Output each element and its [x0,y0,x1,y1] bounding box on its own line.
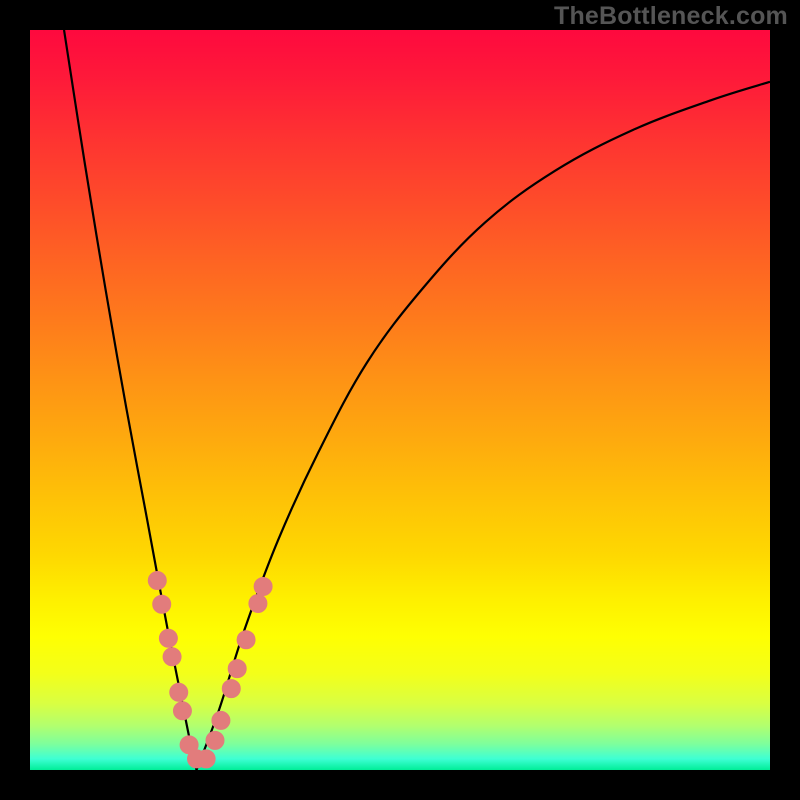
data-marker [170,683,188,701]
data-marker [222,680,240,698]
data-marker [148,572,166,590]
data-marker [173,702,191,720]
data-marker [212,711,230,729]
chart-frame: TheBottleneck.com [0,0,800,800]
data-marker [197,750,215,768]
data-marker [159,629,177,647]
data-marker [153,595,171,613]
data-marker [249,595,267,613]
data-marker [206,731,224,749]
curve-right-branch [197,82,771,770]
data-marker [228,660,246,678]
data-marker [254,577,272,595]
chart-svg [0,0,800,800]
data-marker [163,648,181,666]
marker-group [148,572,272,768]
data-marker [237,631,255,649]
